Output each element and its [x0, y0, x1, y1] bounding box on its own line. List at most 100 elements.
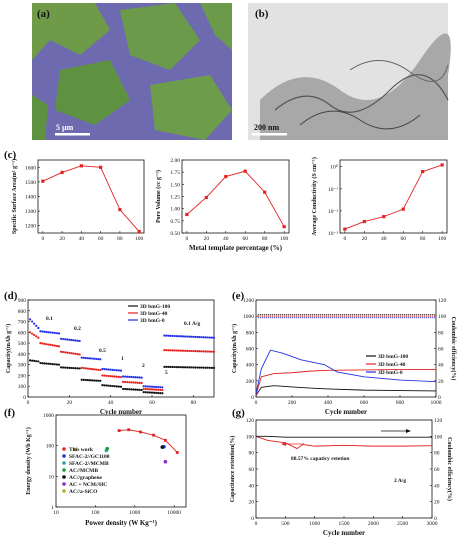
- x-tick-label: 200: [288, 400, 297, 406]
- data-point: [212, 366, 216, 369]
- data-point: [130, 375, 133, 379]
- data-point: [99, 379, 102, 382]
- data-point: [183, 366, 187, 369]
- data-point: [165, 349, 168, 352]
- data-point: [31, 359, 34, 362]
- data-point: [28, 331, 32, 334]
- data-point: [177, 349, 180, 352]
- data-point: [78, 339, 81, 343]
- y-tick-label: 1.75: [170, 170, 180, 176]
- y-tick-label: 10⁰: [330, 164, 339, 171]
- data-point: [198, 350, 201, 353]
- data-point: [130, 381, 133, 384]
- series-line: [344, 164, 443, 230]
- data-point: [117, 385, 121, 388]
- data-point: [159, 388, 162, 391]
- data-point: [115, 369, 118, 372]
- plot-frame: [37, 159, 145, 234]
- plot-frame: [27, 299, 215, 398]
- x-tick-label: 60: [149, 400, 155, 406]
- data-point: [79, 164, 83, 168]
- data-point: [204, 195, 208, 200]
- data-point: [64, 366, 67, 369]
- data-point: [144, 385, 147, 388]
- x-tick-label: 800: [396, 400, 405, 406]
- data-point: [93, 368, 96, 371]
- data-point: [43, 362, 46, 365]
- x-tick-label: 0: [27, 400, 30, 406]
- y-tick-label: 10: [49, 474, 55, 480]
- y-tick-label: 60: [249, 467, 255, 473]
- data-point: [177, 335, 180, 338]
- data-point: [95, 357, 98, 361]
- data-point: [167, 334, 170, 337]
- data-point: [49, 343, 52, 347]
- panel-b: (b) 200 nm: [248, 3, 451, 140]
- y2-tick-label: 20: [434, 500, 440, 506]
- data-point: [173, 334, 176, 338]
- data-point: [47, 331, 50, 334]
- x-tick-label: 400: [324, 400, 333, 406]
- data-point: [53, 363, 56, 366]
- data-point: [55, 332, 59, 335]
- x-axis-title: Cycle number: [100, 408, 142, 416]
- data-point: [171, 334, 174, 338]
- data-point: [148, 391, 152, 394]
- data-point: [163, 459, 168, 464]
- x-tick-label: 20: [59, 236, 65, 242]
- data-point: [41, 179, 45, 183]
- data-point: [28, 359, 32, 362]
- scale-bar: [252, 133, 287, 136]
- data-point: [37, 336, 40, 339]
- data-point: [88, 367, 92, 370]
- data-point: [188, 335, 191, 338]
- legend-swatch: [62, 461, 66, 465]
- x-tick-label: 0: [255, 400, 258, 406]
- y-tick-label: 2.00: [170, 158, 180, 164]
- data-point: [155, 388, 158, 391]
- y-tick-label: 100: [46, 444, 55, 450]
- data-point: [70, 366, 73, 370]
- data-point: [68, 366, 71, 369]
- panel-a: (a) 5 µm: [32, 3, 232, 140]
- data-point: [208, 350, 211, 353]
- data-point: [53, 331, 56, 335]
- y-tick-label: 0.75: [170, 219, 180, 225]
- legend-entry: This work: [69, 447, 94, 453]
- data-point: [163, 349, 166, 352]
- data-point: [139, 430, 142, 434]
- data-point: [105, 374, 108, 377]
- data-point: [185, 212, 189, 217]
- x-tick-label: 80: [420, 236, 426, 242]
- data-point: [72, 366, 75, 370]
- data-point: [179, 349, 183, 352]
- x-tick-label: 60: [98, 236, 104, 242]
- scale-bar: [55, 133, 90, 136]
- y-tick-label: 200: [246, 379, 255, 385]
- data-point: [210, 350, 214, 353]
- data-point: [181, 335, 185, 338]
- data-point: [188, 349, 191, 353]
- data-point: [155, 385, 158, 389]
- series-line: [255, 385, 437, 396]
- data-point: [169, 334, 172, 337]
- data-point: [146, 391, 149, 394]
- data-point: [113, 375, 116, 378]
- data-point: [74, 352, 77, 355]
- data-point: [165, 365, 168, 368]
- data-point: [35, 335, 38, 338]
- data-point: [35, 324, 38, 327]
- data-point: [167, 349, 170, 352]
- data-point: [138, 381, 141, 384]
- data-point: [144, 387, 147, 391]
- y2-tick-label: 120: [438, 298, 447, 304]
- data-point: [37, 360, 40, 363]
- legend-swatch: [62, 489, 66, 493]
- data-point: [159, 392, 162, 395]
- legend-entry: 3D bmG-100: [378, 354, 408, 360]
- data-point: [47, 362, 50, 365]
- panel-label: (c): [4, 149, 17, 161]
- data-point: [31, 332, 34, 335]
- data-point: [93, 379, 96, 382]
- x-tick-label: 500: [281, 521, 290, 527]
